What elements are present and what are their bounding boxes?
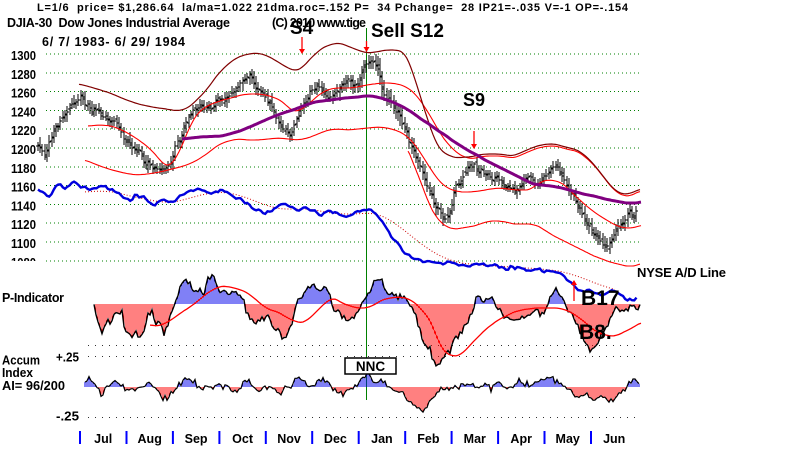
svg-text:S4: S4 <box>290 18 314 39</box>
svg-text:Feb: Feb <box>417 432 440 446</box>
svg-text:Accum: Accum <box>2 354 40 368</box>
svg-text:+.25: +.25 <box>56 351 79 365</box>
svg-text:Apr: Apr <box>510 432 532 446</box>
svg-text:S9: S9 <box>463 90 485 110</box>
svg-text:Nov: Nov <box>277 432 301 446</box>
svg-text:Jun: Jun <box>603 432 625 446</box>
svg-text:Dec: Dec <box>324 432 347 446</box>
svg-text:Mar: Mar <box>464 432 486 446</box>
svg-text:1280: 1280 <box>11 67 36 82</box>
svg-text:AI= 96/200: AI= 96/200 <box>2 379 65 393</box>
svg-text:Index: Index <box>2 366 33 380</box>
svg-text:6/ 7/ 1983- 6/ 29/ 1984: 6/ 7/ 1983- 6/ 29/ 1984 <box>42 35 185 49</box>
svg-text:1180: 1180 <box>11 161 36 176</box>
svg-text:1200: 1200 <box>11 142 36 157</box>
svg-text:1120: 1120 <box>11 217 36 232</box>
svg-text:NNC: NNC <box>356 359 385 374</box>
svg-text:DJIA-30 Dow Jones Industrial: DJIA-30 Dow Jones Industrial Average <box>7 16 230 30</box>
svg-text:May: May <box>556 432 580 446</box>
svg-text:Aug: Aug <box>138 432 162 446</box>
svg-text:Jul: Jul <box>94 432 112 446</box>
svg-text:Jan: Jan <box>371 432 393 446</box>
svg-text:1300: 1300 <box>11 48 36 63</box>
svg-text:P-Indicator: P-Indicator <box>2 291 64 305</box>
svg-text:(C) 2010 www.tige: (C) 2010 www.tige <box>272 16 366 30</box>
svg-text:-.25: -.25 <box>56 410 79 424</box>
svg-text:B17: B17 <box>581 287 620 310</box>
svg-text:1140: 1140 <box>11 198 36 213</box>
svg-text:1100: 1100 <box>11 236 36 251</box>
svg-text:1220: 1220 <box>11 123 36 138</box>
svg-text:Oct: Oct <box>232 432 254 446</box>
svg-text:1260: 1260 <box>11 86 36 101</box>
svg-text:1240: 1240 <box>11 104 36 119</box>
svg-text:Sell S12: Sell S12 <box>371 21 444 42</box>
svg-text:1080: 1080 <box>11 255 36 270</box>
svg-text:1160: 1160 <box>11 180 36 195</box>
svg-text:NYSE A/D Line: NYSE A/D Line <box>637 265 726 280</box>
svg-text:B8.: B8. <box>579 321 612 344</box>
svg-text:Sep: Sep <box>185 432 208 446</box>
svg-text:L=1/6 price= $1,286.64 la/ma: L=1/6 price= $1,286.64 la/ma=1.022 21dma… <box>37 2 629 14</box>
